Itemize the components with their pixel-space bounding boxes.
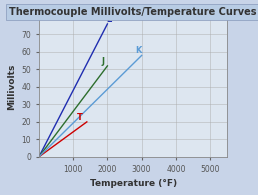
X-axis label: Temperature (°F): Temperature (°F) [90, 179, 177, 188]
Text: Thermocouple Millivolts/Temperature Curves: Thermocouple Millivolts/Temperature Curv… [9, 7, 257, 17]
Y-axis label: Millivolts: Millivolts [7, 64, 16, 110]
Text: J: J [101, 57, 104, 66]
Text: T: T [77, 113, 83, 122]
Text: K: K [135, 46, 141, 55]
Text: E: E [106, 15, 112, 24]
